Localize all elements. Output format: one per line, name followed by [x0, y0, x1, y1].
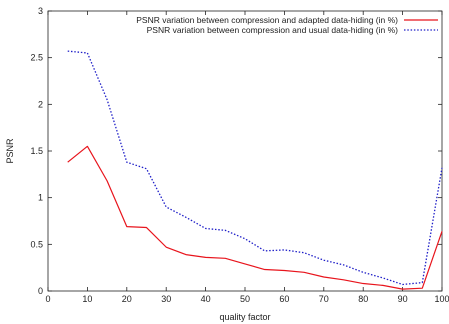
legend-label-1: PSNR variation between compression and a… — [136, 15, 398, 25]
x-tick-label: 40 — [201, 294, 211, 304]
ticks: 0 10 20 30 40 50 60 70 80 90 100 0 0.5 1 1.5 2 2.5 3 — [30, 6, 449, 304]
series-line-1 — [67, 145, 443, 290]
y-tick-label: 0.5 — [30, 239, 43, 249]
x-tick-label: 90 — [398, 294, 408, 304]
x-tick-label: 10 — [82, 294, 92, 304]
x-tick-label: 20 — [122, 294, 132, 304]
y-tick-label: 1.5 — [30, 146, 43, 156]
x-axis-title: quality factor — [219, 312, 270, 322]
y-tick-label: 2 — [38, 99, 43, 109]
series — [67, 50, 443, 290]
x-tick-label: 100 — [434, 294, 449, 304]
y-tick-label: 2.5 — [30, 53, 43, 63]
y-tick-label: 0 — [38, 286, 43, 296]
x-tick-label: 80 — [358, 294, 368, 304]
y-tick-label: 1 — [38, 193, 43, 203]
y-tick-label: 3 — [38, 6, 43, 16]
x-tick-label: 30 — [161, 294, 171, 304]
x-tick-label: 0 — [45, 294, 50, 304]
plot-frame — [47, 10, 443, 292]
x-tick-label: 60 — [279, 294, 289, 304]
x-tick-label: 70 — [319, 294, 329, 304]
y-axis-title: PSNR — [5, 138, 15, 164]
series-line-2 — [67, 50, 443, 286]
legend: PSNR variation between compression and a… — [136, 15, 438, 35]
x-tick-label: 50 — [240, 294, 250, 304]
legend-label-2: PSNR variation between compression and u… — [147, 25, 399, 35]
